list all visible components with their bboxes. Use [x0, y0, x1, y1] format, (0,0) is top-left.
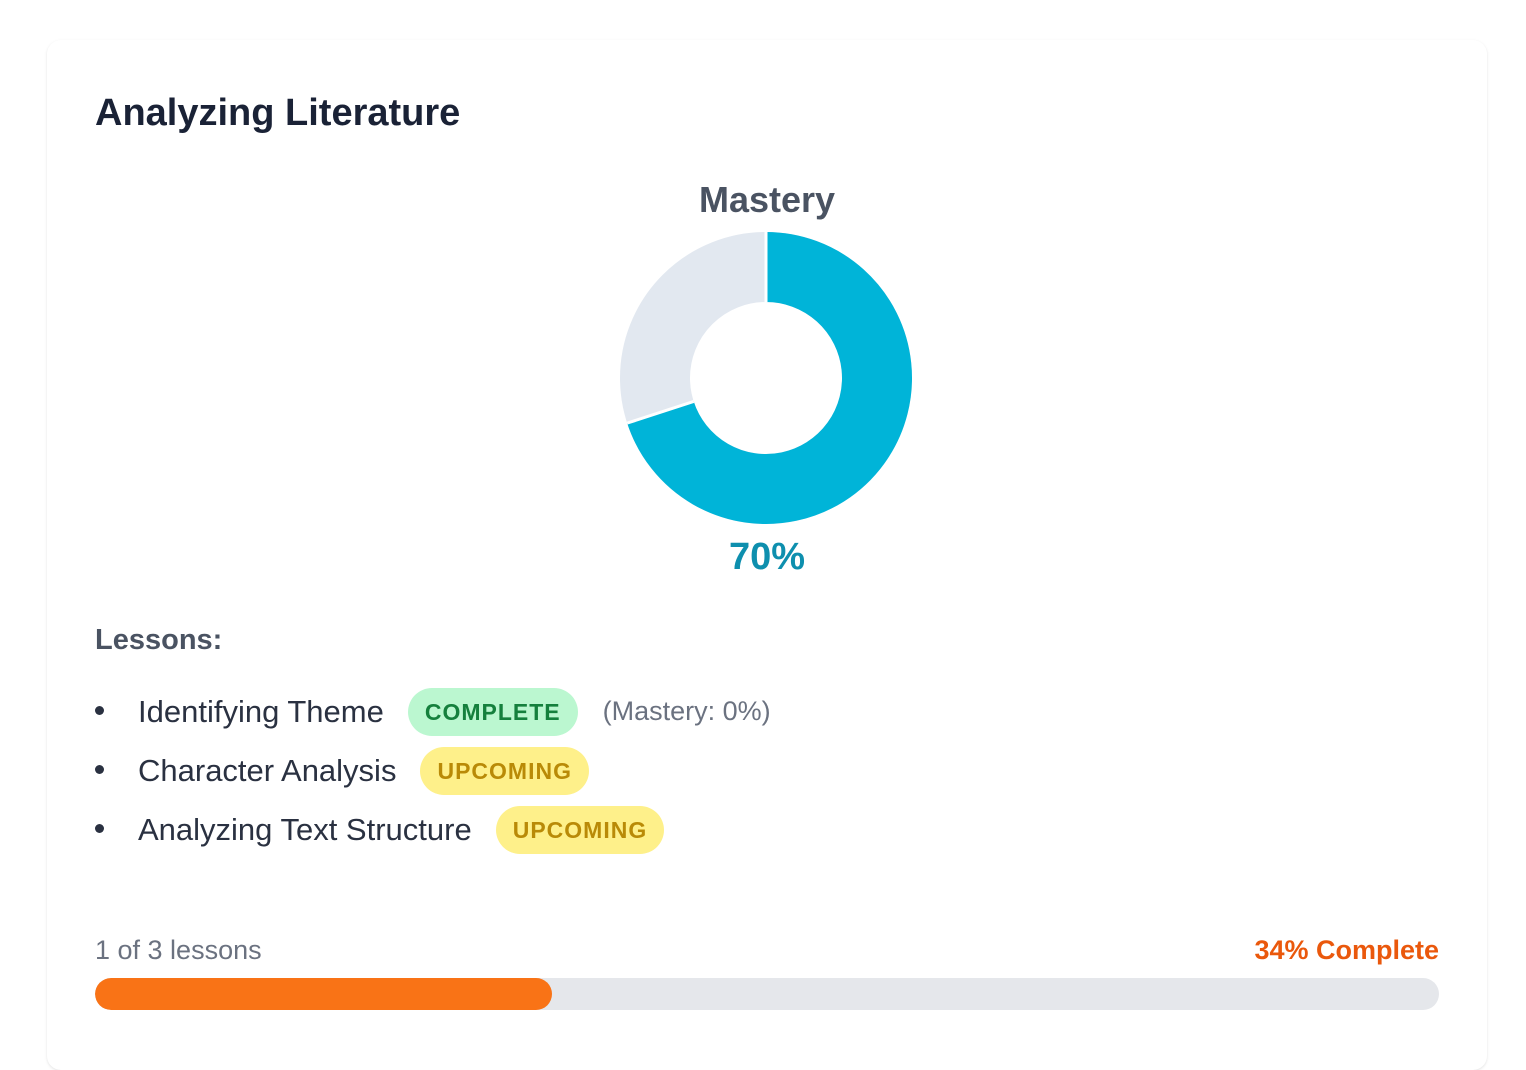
lesson-name[interactable]: Identifying Theme: [138, 693, 384, 729]
bullet-icon: [95, 706, 104, 715]
lesson-name[interactable]: Analyzing Text Structure: [138, 811, 472, 847]
mastery-label: Mastery: [698, 179, 836, 220]
course-title: Analyzing Literature: [95, 92, 461, 134]
progress-percent: 34% Complete: [1254, 935, 1439, 965]
mastery-percentage: 70%: [728, 536, 806, 578]
lesson-name[interactable]: Character Analysis: [138, 752, 397, 788]
lesson-item[interactable]: Analyzing Text Structure UPCOMING: [95, 800, 771, 859]
status-badge-upcoming: UPCOMING: [495, 805, 665, 854]
mastery-donut-fill: [627, 232, 912, 524]
status-badge-complete: COMPLETE: [407, 687, 578, 736]
progress-bar-fill: [95, 978, 552, 1010]
status-badge-upcoming: UPCOMING: [420, 746, 589, 795]
progress-bar: [95, 978, 1439, 1010]
lesson-item[interactable]: Identifying Theme COMPLETE (Mastery: 0%): [95, 682, 771, 741]
lesson-item[interactable]: Character Analysis UPCOMING: [95, 741, 771, 800]
bullet-icon: [95, 765, 104, 774]
mastery-donut-gap-end: [626, 400, 695, 425]
lessons-heading: Lessons:: [95, 624, 223, 656]
bullet-icon: [95, 824, 104, 833]
mastery-donut-chart: [620, 232, 912, 524]
lesson-list: Identifying Theme COMPLETE (Mastery: 0%)…: [95, 682, 771, 859]
progress-count: 1 of 3 lessons: [95, 935, 262, 965]
course-card: Analyzing Literature Mastery 70% Lessons…: [47, 40, 1487, 1070]
lesson-mastery-note: (Mastery: 0%): [602, 696, 771, 726]
